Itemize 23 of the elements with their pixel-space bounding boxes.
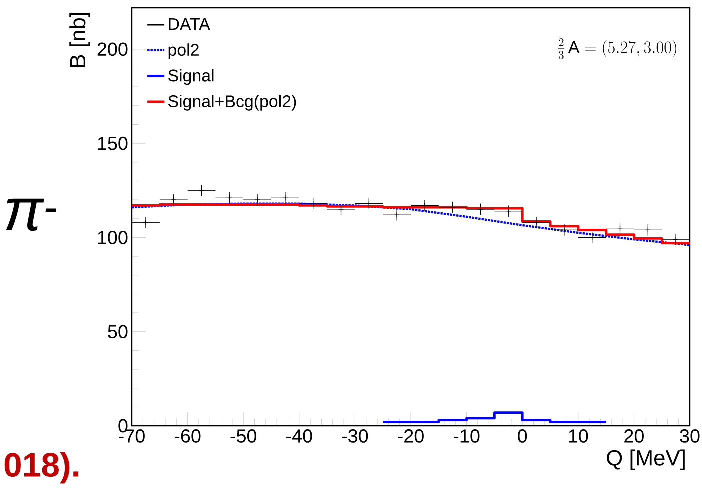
x-tick-label: -20 (398, 430, 424, 443)
x-tick-label: 20 (624, 430, 644, 443)
legend-label: DATA (169, 18, 210, 30)
x-axis-title: Q [MeV] (607, 450, 685, 470)
y-tick-label: 200 (98, 42, 128, 56)
y-tick-label: 100 (98, 231, 128, 244)
y-axis-title: B [nb] (70, 13, 90, 67)
legend-label: Signal+Bcg(pol2) (168, 95, 296, 111)
x-tick-label: 10 (569, 430, 588, 443)
x-tick-label: -30 (342, 430, 368, 443)
annotation: $\frac{2}{3}\,\mathrm{A}=(5.27,3.00)$ (558, 38, 677, 60)
text: 018). (4, 452, 78, 484)
x-tick-label: -10 (454, 430, 480, 443)
y-tick-label: 150 (98, 136, 128, 150)
x-tick-label: -50 (230, 430, 257, 443)
x-tick-label: 0 (518, 430, 528, 443)
x-tick-label: -40 (286, 430, 312, 443)
legend-label: Signal (168, 69, 214, 86)
text: π$^{-}$ (6, 198, 57, 232)
x-tick-label: -60 (174, 430, 201, 443)
legend-label: pol2 (168, 44, 199, 60)
x-tick-label: 30 (680, 430, 700, 443)
y-tick-label: 50 (108, 325, 128, 339)
